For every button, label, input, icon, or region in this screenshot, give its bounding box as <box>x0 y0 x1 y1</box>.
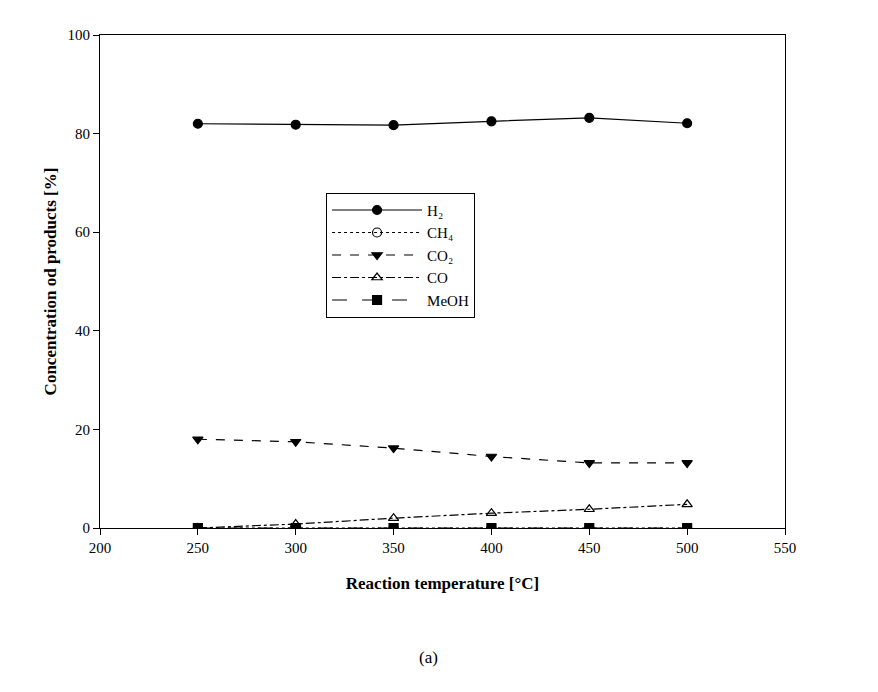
svg-text:250: 250 <box>187 540 210 556</box>
svg-text:500: 500 <box>676 540 699 556</box>
svg-text:Reaction temperature [°C]: Reaction temperature [°C] <box>346 574 539 593</box>
svg-text:300: 300 <box>284 540 307 556</box>
svg-text:20: 20 <box>75 422 90 438</box>
svg-text:200: 200 <box>89 540 112 556</box>
svg-text:H₂: H₂ <box>427 203 443 219</box>
svg-text:CO₂: CO₂ <box>427 248 453 264</box>
svg-text:CH₄: CH₄ <box>427 225 453 241</box>
svg-text:MeOH: MeOH <box>427 293 469 309</box>
svg-text:550: 550 <box>774 540 797 556</box>
svg-text:CO: CO <box>427 270 448 286</box>
svg-text:Concentration od products [%]: Concentration od products [%] <box>41 168 60 396</box>
svg-text:350: 350 <box>382 540 405 556</box>
svg-text:100: 100 <box>68 27 91 43</box>
svg-text:400: 400 <box>480 540 503 556</box>
svg-text:80: 80 <box>75 126 90 142</box>
svg-text:0: 0 <box>83 520 91 536</box>
svg-text:(a): (a) <box>419 648 438 667</box>
svg-text:40: 40 <box>75 323 90 339</box>
svg-text:450: 450 <box>578 540 601 556</box>
svg-text:60: 60 <box>75 224 90 240</box>
